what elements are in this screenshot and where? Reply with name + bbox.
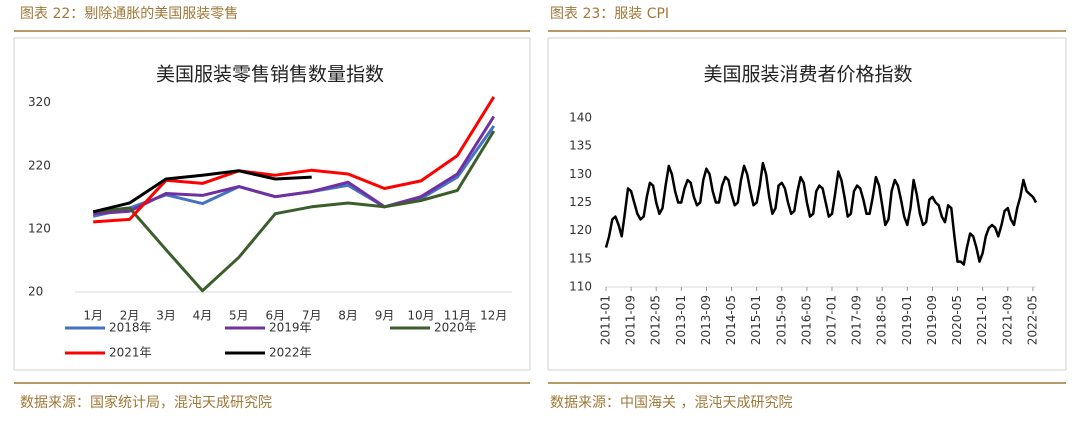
x-tick-label: 4月	[193, 309, 213, 323]
y-tick-label: 120	[569, 223, 592, 237]
x-tick-label: 2019-01	[900, 295, 914, 345]
x-tick-label: 2015-09	[774, 295, 788, 345]
x-tick-label: 2014-05	[724, 295, 738, 345]
x-tick-label: 2013-01	[674, 295, 688, 345]
figure-caption: 图表 23：服装 CPI	[550, 6, 669, 22]
x-tick-label: 11月	[444, 309, 471, 323]
x-tick-label: 8月	[338, 309, 358, 323]
series-line	[93, 115, 496, 216]
chart-frame	[547, 37, 1067, 371]
x-tick-label: 2019-09	[925, 295, 939, 345]
y-tick-label: 115	[569, 251, 592, 265]
figure-caption: 图表 22：剔除通胀的美国服装零售	[20, 6, 238, 22]
x-tick-label: 2012-05	[649, 295, 663, 345]
y-tick-label: 320	[28, 95, 51, 109]
x-tick-label: 9月	[375, 309, 395, 323]
x-tick-label: 2021-09	[1000, 295, 1014, 345]
series-line	[92, 169, 312, 214]
x-tick-label: 2018-05	[875, 295, 889, 345]
x-tick-label: 2020-05	[950, 295, 964, 345]
y-tick-label: 125	[569, 195, 592, 209]
x-tick-label: 6月	[265, 309, 285, 323]
y-tick-label: 20	[28, 285, 43, 299]
legend-label: 2018年	[109, 321, 152, 335]
legend-label: 2022年	[269, 346, 312, 360]
series-line	[604, 161, 1038, 266]
chart-title: 美国服装零售销售数量指数	[156, 64, 384, 86]
series-line	[93, 130, 496, 293]
y-tick-label: 110	[569, 280, 592, 294]
x-tick-label: 10月	[407, 309, 434, 323]
series-line	[93, 96, 496, 224]
x-tick-label: 2017-01	[824, 295, 838, 345]
legend-label: 2021年	[109, 346, 152, 360]
y-tick-label: 120	[28, 221, 51, 235]
x-tick-label: 7月	[302, 309, 322, 323]
y-tick-label: 140	[569, 111, 592, 125]
y-tick-label: 220	[28, 158, 51, 172]
y-tick-label: 135	[569, 139, 592, 153]
x-tick-label: 12月	[480, 309, 507, 323]
x-tick-label: 2017-09	[850, 295, 864, 345]
x-tick-label: 2月	[120, 309, 140, 323]
x-tick-label: 5月	[229, 309, 249, 323]
x-tick-label: 1月	[83, 309, 103, 323]
x-tick-label: 2022-05	[1025, 295, 1039, 345]
x-tick-label: 2013-09	[699, 295, 713, 345]
x-tick-label: 2011-09	[624, 295, 638, 345]
chart-frame	[13, 37, 531, 371]
x-tick-label: 2011-01	[599, 295, 613, 345]
legend-label: 2019年	[269, 321, 312, 335]
x-tick-label: 2021-01	[975, 295, 989, 345]
x-tick-label: 2015-01	[749, 295, 763, 345]
source-note: 数据来源：国家统计局，混沌天成研究院	[20, 394, 272, 411]
legend-label: 2020年	[434, 321, 477, 335]
x-tick-label: 2016-05	[799, 295, 813, 345]
y-tick-label: 130	[569, 167, 592, 181]
chart-title: 美国服装消费者价格指数	[703, 64, 912, 86]
source-note: 数据来源：中国海关 ，混沌天成研究院	[550, 395, 792, 411]
x-tick-label: 3月	[156, 309, 176, 323]
